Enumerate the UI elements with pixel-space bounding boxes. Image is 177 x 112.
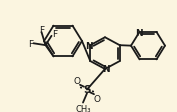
Text: F: F [52,30,57,39]
Text: CH₃: CH₃ [75,104,91,112]
Text: O: O [73,76,81,85]
Text: S: S [83,85,91,95]
Text: N: N [85,41,93,50]
Text: N: N [135,29,142,38]
Text: F: F [28,39,33,48]
Text: N: N [102,65,110,74]
Text: F: F [39,26,44,34]
Text: O: O [93,95,101,103]
